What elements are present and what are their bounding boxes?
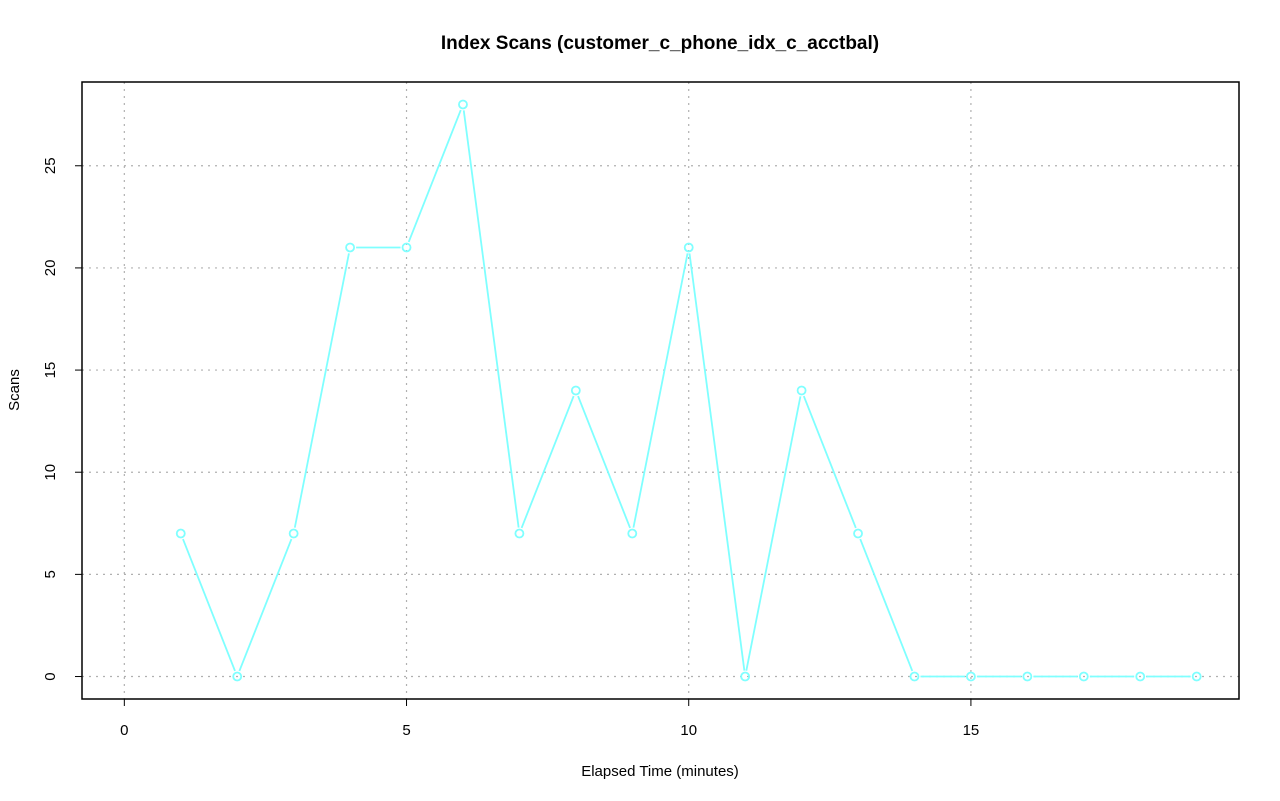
series-line-segment [238,538,293,672]
x-tick-label: 0 [120,722,128,739]
series-line-segment [182,538,236,672]
series-line-segment [802,395,857,529]
chart-title: Index Scans (customer_c_phone_idx_c_acct… [441,33,879,54]
series-line-segment [688,253,746,671]
axes: 0 5 10 15 0 5 10 15 20 25 [42,157,979,739]
y-tick-label: 5 [42,570,59,578]
grid-lines [82,82,1239,699]
data-point [909,671,920,682]
data-point [1022,671,1033,682]
data-point [853,528,863,539]
y-tick-label: 25 [42,157,59,174]
data-point [627,528,638,539]
x-axis-label: Elapsed Time (minutes) [581,763,739,780]
data-point [1078,671,1089,682]
data-point [401,242,412,253]
data-point [458,99,468,110]
data-series [175,99,1202,682]
y-tick-label: 0 [42,672,59,680]
data-point [796,385,807,396]
y-tick-label: 20 [42,260,59,277]
y-tick-label: 15 [42,362,59,379]
series-line-segment [632,253,689,528]
data-point [175,528,186,539]
series-line-segment [520,395,575,529]
data-point [570,385,581,396]
x-tick-label: 5 [402,722,410,739]
series-line-segment [577,395,631,529]
y-axis-label: Scans [6,369,23,411]
data-point [1135,671,1146,682]
data-point [345,242,355,253]
series-line-segment [859,538,914,672]
data-point [683,242,694,253]
series-line-segment [745,396,802,671]
data-point [514,528,525,539]
data-point [966,671,976,682]
data-point [1191,671,1202,682]
series-line-segment [293,253,350,528]
data-point [740,671,751,682]
data-point [288,528,299,539]
series-line-segment [407,109,462,243]
data-point [232,671,243,682]
x-tick-label: 10 [680,722,697,739]
x-tick-label: 15 [963,722,980,739]
plot-frame [81,81,1240,700]
y-tick-label: 10 [42,464,59,481]
series-line-segment [462,110,520,528]
